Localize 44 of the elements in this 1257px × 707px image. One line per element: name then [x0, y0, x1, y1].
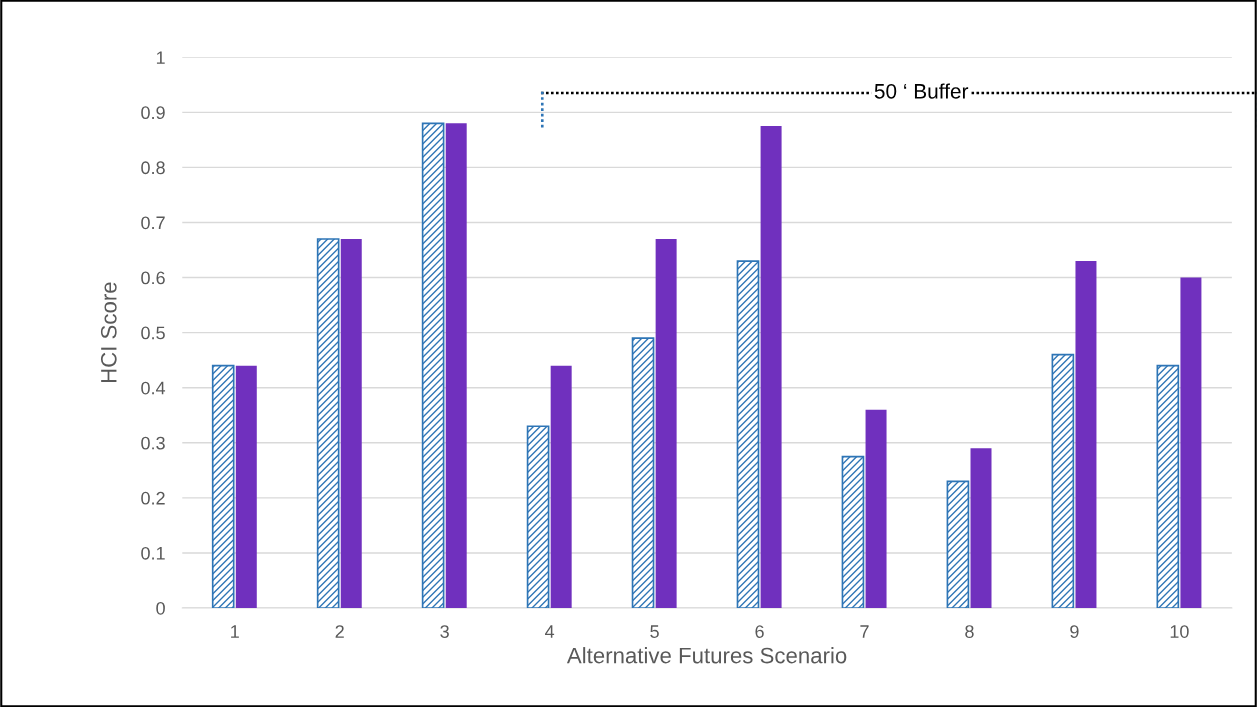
bar: [550, 365, 572, 609]
bar: [1156, 364, 1180, 609]
bar: [1075, 261, 1097, 609]
bar: [946, 480, 970, 609]
bar: [316, 238, 340, 609]
annotation: 50 ‘ Buffer: [874, 83, 969, 99]
bar: [445, 123, 467, 609]
bar: [631, 337, 655, 609]
bar: [841, 455, 865, 609]
bar: [655, 239, 677, 609]
y-tick-label: 0.6: [141, 271, 165, 285]
bar: [235, 365, 257, 609]
bar: [865, 409, 887, 609]
x-tick-label: 4: [545, 625, 555, 638]
bar: [736, 260, 760, 609]
x-tick-label: 5: [650, 625, 659, 638]
bar: [760, 126, 782, 609]
bar: [340, 239, 362, 609]
x-tick-label: 6: [755, 625, 764, 638]
x-tick-label: 2: [335, 625, 344, 638]
bar: [970, 448, 992, 609]
y-tick-label: 0.5: [141, 326, 165, 340]
y-tick-label: 0.7: [141, 216, 165, 230]
x-tick-label: 3: [440, 625, 449, 638]
x-axis-title: Alternative Futures Scenario: [566, 647, 847, 664]
y-axis-title: HCI Score: [100, 282, 117, 383]
bar: [211, 364, 235, 609]
y-tick-label: 0.9: [141, 106, 165, 120]
bar: [1180, 277, 1202, 609]
y-tick-label: 1: [156, 51, 165, 64]
x-tick-label: 8: [965, 625, 974, 638]
bar: [526, 425, 550, 609]
x-tick-label: 7: [860, 625, 869, 638]
y-tick-label: 0.2: [141, 491, 165, 505]
x-tick-label: 9: [1070, 625, 1079, 638]
y-tick-label: 0.1: [141, 546, 165, 560]
y-tick-label: 0: [156, 601, 165, 615]
bar: [421, 122, 445, 609]
x-tick-label: 1: [231, 625, 239, 638]
y-tick-label: 0.3: [141, 436, 165, 450]
x-tick-label: 10: [1170, 625, 1189, 638]
y-tick-label: 0.4: [141, 381, 166, 395]
y-tick-label: 0.8: [141, 161, 165, 175]
bar: [1051, 353, 1075, 609]
